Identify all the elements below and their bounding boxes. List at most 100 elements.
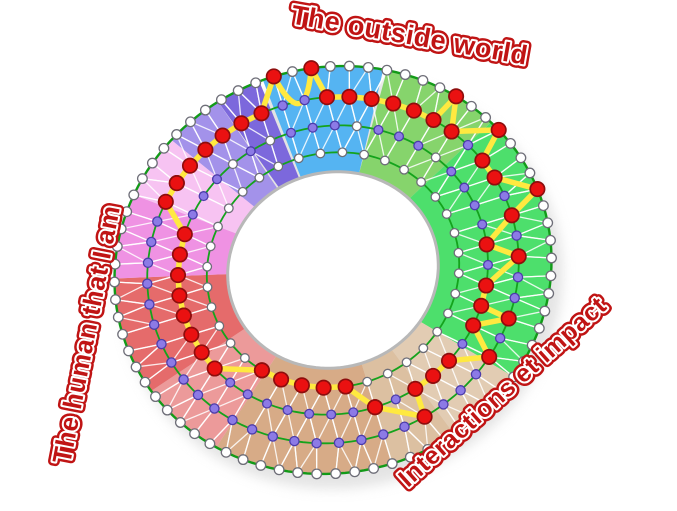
node-B-35[interactable] bbox=[192, 389, 204, 401]
node-A-55[interactable] bbox=[112, 311, 124, 323]
node-D-6[interactable] bbox=[416, 177, 427, 187]
node-B-16[interactable] bbox=[512, 271, 524, 283]
node-B-23[interactable] bbox=[438, 399, 449, 410]
node-A-9[interactable] bbox=[434, 82, 446, 94]
node-D-26[interactable] bbox=[214, 321, 225, 331]
node-A-35[interactable] bbox=[404, 451, 416, 463]
node-A-34[interactable] bbox=[422, 443, 434, 455]
node-A-54[interactable] bbox=[117, 328, 129, 340]
node-C-43[interactable] bbox=[265, 135, 276, 146]
node-A-33[interactable] bbox=[439, 434, 451, 446]
selected-node-C-36[interactable] bbox=[171, 246, 188, 263]
node-D-29[interactable] bbox=[202, 261, 213, 272]
node-D-12[interactable] bbox=[450, 288, 461, 299]
node-C-3[interactable] bbox=[351, 121, 362, 132]
node-D-4[interactable] bbox=[379, 155, 390, 166]
node-A-60[interactable] bbox=[115, 223, 127, 235]
node-A-58[interactable] bbox=[109, 258, 121, 270]
selected-node-C-31[interactable] bbox=[193, 344, 210, 361]
selected-node-C-34[interactable] bbox=[171, 287, 188, 304]
node-C-41[interactable] bbox=[227, 159, 238, 170]
node-A-21[interactable] bbox=[546, 252, 557, 264]
node-B-40[interactable] bbox=[144, 299, 155, 310]
node-D-0[interactable] bbox=[293, 153, 304, 164]
node-C-1[interactable] bbox=[307, 122, 318, 133]
node-D-8[interactable] bbox=[441, 209, 452, 219]
node-B-43[interactable] bbox=[146, 236, 157, 248]
node-D-11[interactable] bbox=[453, 268, 464, 279]
node-A-15[interactable] bbox=[515, 152, 527, 164]
node-A-23[interactable] bbox=[543, 288, 555, 299]
selected-node-B-49[interactable] bbox=[214, 127, 231, 144]
node-A-30[interactable] bbox=[483, 400, 495, 411]
node-D-33[interactable] bbox=[237, 186, 248, 197]
node-A-49[interactable] bbox=[161, 404, 173, 416]
node-A-61[interactable] bbox=[121, 206, 133, 218]
node-B-39[interactable] bbox=[148, 319, 160, 330]
node-A-8[interactable] bbox=[417, 74, 429, 86]
node-D-30[interactable] bbox=[205, 241, 216, 252]
node-C-6[interactable] bbox=[413, 140, 424, 151]
selected-node-B-8[interactable] bbox=[443, 123, 460, 140]
node-D-25[interactable] bbox=[225, 338, 236, 349]
selected-node-B-13[interactable] bbox=[503, 207, 520, 224]
node-A-20[interactable] bbox=[545, 234, 556, 246]
selected-node-B-15[interactable] bbox=[510, 248, 527, 265]
node-B-19[interactable] bbox=[494, 332, 506, 344]
node-A-39[interactable] bbox=[330, 468, 342, 480]
node-A-64[interactable] bbox=[146, 157, 158, 169]
selected-node-A-10[interactable] bbox=[448, 88, 465, 105]
selected-node-C-12[interactable] bbox=[478, 236, 495, 253]
node-C-2[interactable] bbox=[329, 120, 340, 131]
node-C-26[interactable] bbox=[282, 405, 293, 416]
node-B-22[interactable] bbox=[455, 385, 466, 396]
node-C-38[interactable] bbox=[187, 209, 198, 220]
node-C-0[interactable] bbox=[285, 127, 297, 138]
selected-node-D-22[interactable] bbox=[273, 371, 290, 388]
node-A-11[interactable] bbox=[465, 100, 477, 112]
node-A-53[interactable] bbox=[123, 345, 135, 357]
node-A-71[interactable] bbox=[250, 77, 262, 89]
node-A-50[interactable] bbox=[150, 391, 161, 403]
node-A-32[interactable] bbox=[455, 424, 467, 436]
node-B-44[interactable] bbox=[152, 216, 163, 227]
node-A-62[interactable] bbox=[128, 189, 140, 201]
node-A-24[interactable] bbox=[539, 305, 551, 317]
node-B-26[interactable] bbox=[378, 429, 389, 440]
node-C-39[interactable] bbox=[198, 191, 209, 202]
node-A-6[interactable] bbox=[381, 64, 393, 76]
node-C-27[interactable] bbox=[261, 398, 273, 409]
node-A-29[interactable] bbox=[496, 386, 508, 398]
node-D-9[interactable] bbox=[449, 227, 460, 238]
node-A-3[interactable] bbox=[324, 60, 336, 72]
node-A-43[interactable] bbox=[255, 459, 267, 471]
selected-node-D-20[interactable] bbox=[315, 379, 332, 396]
node-A-4[interactable] bbox=[343, 60, 355, 72]
node-B-29[interactable] bbox=[311, 437, 322, 449]
node-A-18[interactable] bbox=[537, 200, 549, 212]
selected-node-B-5[interactable] bbox=[385, 95, 402, 112]
selected-node-B-10[interactable] bbox=[474, 152, 491, 169]
node-D-18[interactable] bbox=[362, 376, 373, 387]
node-D-24[interactable] bbox=[239, 353, 250, 363]
selected-node-B-11[interactable] bbox=[486, 169, 503, 186]
node-D-31[interactable] bbox=[213, 221, 223, 232]
node-B-34[interactable] bbox=[209, 403, 220, 414]
node-B-31[interactable] bbox=[267, 431, 279, 442]
selected-node-D-21[interactable] bbox=[293, 377, 310, 394]
node-A-48[interactable] bbox=[174, 417, 186, 428]
node-A-12[interactable] bbox=[480, 112, 492, 123]
node-C-10[interactable] bbox=[469, 200, 480, 211]
node-C-29[interactable] bbox=[225, 377, 236, 388]
node-C-24[interactable] bbox=[326, 409, 337, 420]
node-D-3[interactable] bbox=[359, 149, 370, 160]
selected-node-C-35[interactable] bbox=[169, 267, 187, 284]
node-A-14[interactable] bbox=[505, 137, 516, 149]
node-D-17[interactable] bbox=[382, 368, 393, 379]
node-A-36[interactable] bbox=[386, 458, 398, 470]
node-D-1[interactable] bbox=[315, 148, 326, 159]
selected-node-A-13[interactable] bbox=[490, 121, 507, 138]
node-A-38[interactable] bbox=[349, 466, 361, 478]
node-A-56[interactable] bbox=[110, 294, 121, 306]
node-B-28[interactable] bbox=[333, 437, 345, 449]
